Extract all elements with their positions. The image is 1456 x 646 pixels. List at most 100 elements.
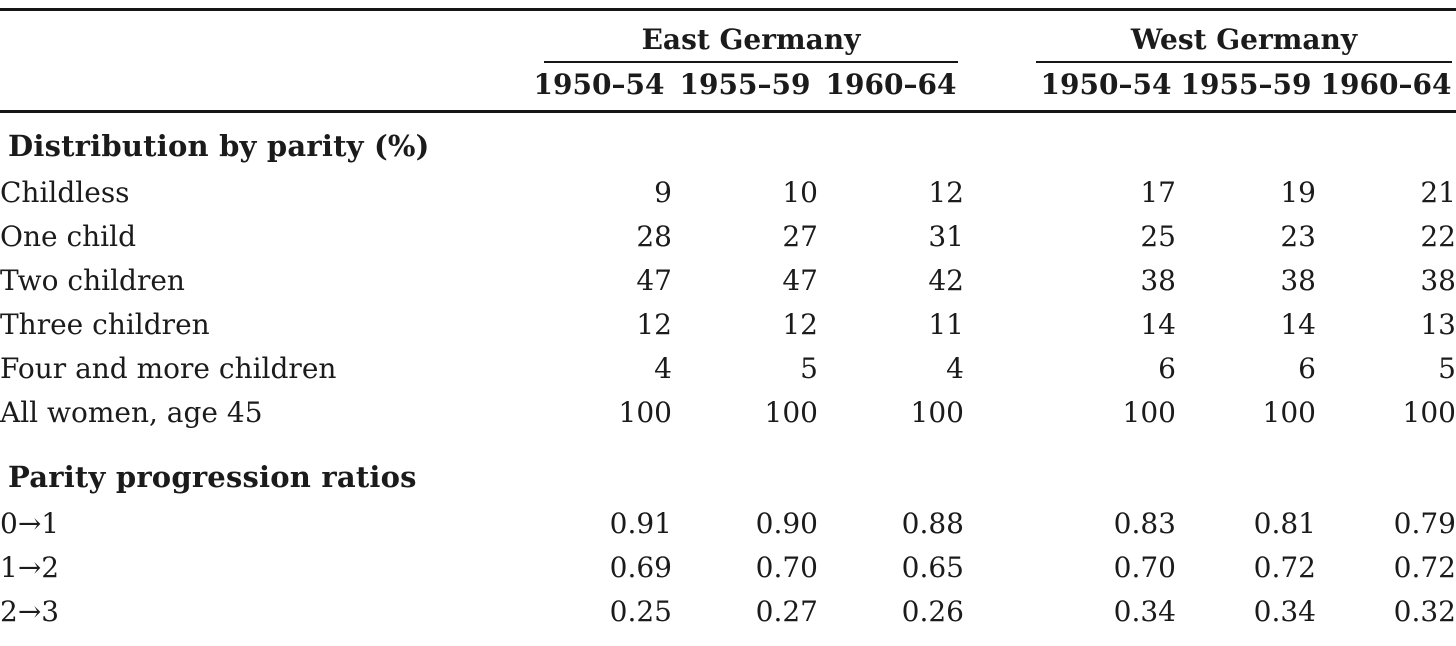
cell-value: 22 <box>1420 219 1456 253</box>
east-germany-label: East Germany <box>544 23 958 63</box>
row-label: 2→3 <box>0 594 60 628</box>
section-title: Parity progression ratios <box>8 460 417 494</box>
table-row: 2→3 0.25 0.27 0.26 0.34 0.34 0.32 <box>0 589 1456 633</box>
cell-value: 100 <box>1402 395 1456 429</box>
cell-value: 27 <box>782 219 818 253</box>
cell-value: 42 <box>928 263 964 297</box>
table-row: 0→1 0.91 0.90 0.88 0.83 0.81 0.79 <box>0 501 1456 545</box>
cell-value: 0.69 <box>609 550 672 584</box>
cell-value: 0.70 <box>755 550 818 584</box>
cohort-header: 1950–54 <box>526 63 672 113</box>
cell-value: 38 <box>1140 263 1176 297</box>
cell-value: 38 <box>1280 263 1316 297</box>
table-row: Four and more children 4 5 4 6 6 5 <box>0 346 1456 390</box>
cell-value: 21 <box>1420 175 1456 209</box>
cell-value: 4 <box>946 351 964 385</box>
cell-value: 100 <box>910 395 964 429</box>
cell-value: 100 <box>1122 395 1176 429</box>
cell-value: 25 <box>1140 219 1176 253</box>
row-label: Childless <box>0 175 130 209</box>
cell-value: 100 <box>618 395 672 429</box>
spacer-cell <box>0 633 1456 646</box>
section-title-row: Distribution by parity (%) <box>0 112 1456 171</box>
cell-value: 11 <box>928 307 964 341</box>
cell-value: 28 <box>636 219 672 253</box>
table-row: One child 28 27 31 25 23 22 <box>0 214 1456 258</box>
cell-value: 0.81 <box>1253 506 1316 540</box>
cell-value: 0.90 <box>755 506 818 540</box>
row-label: All women, age 45 <box>0 395 263 429</box>
group-gap-cell <box>964 589 1036 633</box>
bottom-spacer-row <box>0 633 1456 646</box>
parity-table: East Germany West Germany 1950–54 1955–5… <box>0 8 1456 646</box>
group-gap-cell <box>964 545 1036 589</box>
section-title-row: Parity progression ratios <box>0 434 1456 501</box>
cohort-header: 1960–64 <box>1316 63 1456 113</box>
cell-value: 6 <box>1158 351 1176 385</box>
cell-value: 23 <box>1280 219 1316 253</box>
cell-value: 0.32 <box>1393 594 1456 628</box>
row-label: Four and more children <box>0 351 337 385</box>
cell-value: 17 <box>1140 175 1176 209</box>
group-gap-cell <box>964 302 1036 346</box>
cohort-header: 1950–54 <box>1036 63 1176 113</box>
group-gap-cell <box>964 501 1036 545</box>
cell-value: 0.26 <box>901 594 964 628</box>
cell-value: 9 <box>654 175 672 209</box>
cell-value: 47 <box>782 263 818 297</box>
cell-value: 0.79 <box>1393 506 1456 540</box>
row-label: One child <box>0 219 137 253</box>
cell-value: 13 <box>1420 307 1456 341</box>
cell-value: 0.34 <box>1113 594 1176 628</box>
row-label: Two children <box>0 263 185 297</box>
cell-value: 0.65 <box>901 550 964 584</box>
cell-value: 12 <box>928 175 964 209</box>
cell-value: 0.83 <box>1113 506 1176 540</box>
table-row: 1→2 0.69 0.70 0.65 0.70 0.72 0.72 <box>0 545 1456 589</box>
group-gap-cell <box>964 63 1036 113</box>
corner-cell <box>0 63 526 113</box>
cohort-header: 1955–59 <box>672 63 818 113</box>
cell-value: 14 <box>1140 307 1176 341</box>
cell-value: 0.25 <box>609 594 672 628</box>
group-gap-cell <box>964 214 1036 258</box>
cell-value: 5 <box>800 351 818 385</box>
column-group-west: West Germany <box>1036 10 1456 63</box>
cell-value: 0.91 <box>609 506 672 540</box>
cell-value: 6 <box>1298 351 1316 385</box>
cell-value: 31 <box>928 219 964 253</box>
cell-value: 12 <box>636 307 672 341</box>
group-gap-cell <box>964 10 1036 64</box>
cell-value: 12 <box>782 307 818 341</box>
cell-value: 0.70 <box>1113 550 1176 584</box>
row-label: 0→1 <box>0 506 60 540</box>
cell-value: 100 <box>1262 395 1316 429</box>
west-germany-label: West Germany <box>1036 23 1452 63</box>
cohort-header: 1955–59 <box>1176 63 1316 113</box>
cell-value: 100 <box>764 395 818 429</box>
cohort-header-row: 1950–54 1955–59 1960–64 1950–54 1955–59 … <box>0 63 1456 113</box>
row-label: Three children <box>0 307 210 341</box>
cell-value: 0.88 <box>901 506 964 540</box>
table-row: Childless 9 10 12 17 19 21 <box>0 170 1456 214</box>
cell-value: 0.72 <box>1253 550 1316 584</box>
table-row: All women, age 45 100 100 100 100 100 10… <box>0 390 1456 434</box>
table-row: Three children 12 12 11 14 14 13 <box>0 302 1456 346</box>
corner-cell <box>0 10 526 64</box>
cell-value: 14 <box>1280 307 1316 341</box>
cell-value: 47 <box>636 263 672 297</box>
cell-value: 38 <box>1420 263 1456 297</box>
column-group-east: East Germany <box>526 10 964 63</box>
cell-value: 4 <box>654 351 672 385</box>
cohort-header: 1960–64 <box>818 63 964 113</box>
table-row: Two children 47 47 42 38 38 38 <box>0 258 1456 302</box>
section-title: Distribution by parity (%) <box>8 129 430 163</box>
group-gap-cell <box>964 390 1036 434</box>
group-gap-cell <box>964 346 1036 390</box>
group-gap-cell <box>964 170 1036 214</box>
cell-value: 0.34 <box>1253 594 1316 628</box>
cell-value: 5 <box>1438 351 1456 385</box>
cell-value: 0.27 <box>755 594 818 628</box>
table-page: East Germany West Germany 1950–54 1955–5… <box>0 8 1456 646</box>
cell-value: 0.72 <box>1393 550 1456 584</box>
